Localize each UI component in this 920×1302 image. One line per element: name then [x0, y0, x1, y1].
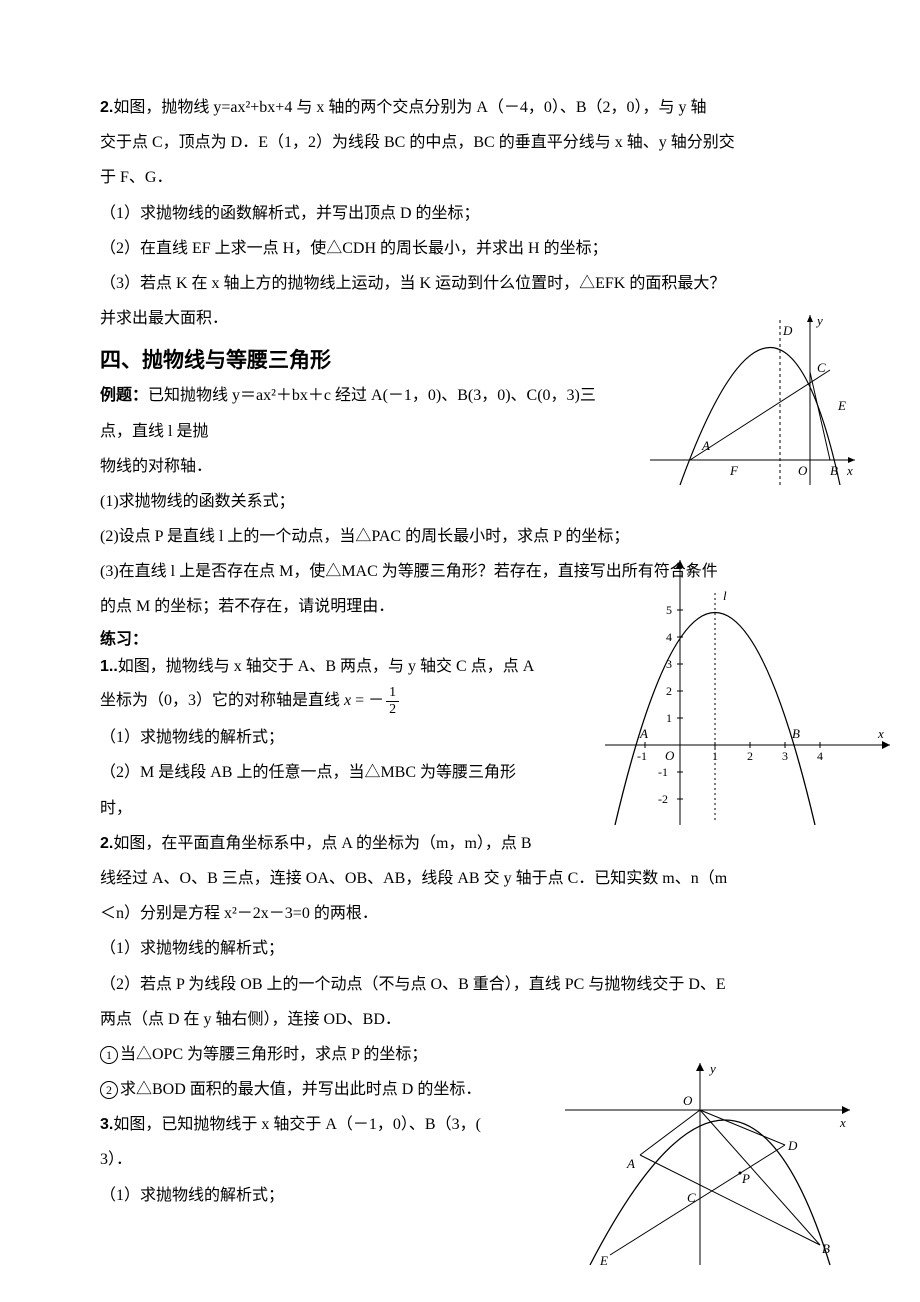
problem-2-line1: 2.如图，抛物线 y=ax²+bx+4 与 x 轴的两个交点分别为 A（－4，0… [100, 90, 820, 125]
svg-text:l: l [723, 588, 727, 603]
svg-text:1: 1 [666, 711, 672, 725]
svg-text:D: D [787, 1138, 798, 1153]
svg-text:y: y [708, 1061, 716, 1076]
circled-2-icon: 2 [100, 1081, 118, 1099]
svg-text:y: y [686, 560, 694, 575]
fraction: 12 [386, 685, 399, 717]
svg-text:B: B [792, 726, 800, 741]
svg-text:-1: -1 [637, 749, 647, 763]
svg-text:3: 3 [666, 657, 672, 671]
svg-text:5: 5 [666, 603, 672, 617]
svg-text:1: 1 [712, 749, 718, 763]
svg-text:F: F [729, 463, 739, 478]
example-q2: (2)设点 P 是直线 l 上的一个动点，当△PAC 的周长最小时，求点 P 的… [100, 519, 820, 554]
problem-2-q2: （2）在直线 EF 上求一点 H，使△CDH 的周长最小，并求出 H 的坐标； [100, 231, 820, 266]
practice-2-line3: ＜n）分别是方程 x²－2x－3=0 的两根． [100, 896, 820, 931]
svg-text:O: O [665, 748, 675, 763]
practice-3-number: 3. [100, 1116, 113, 1133]
svg-text:B: B [822, 1241, 830, 1256]
circled-1-icon: 1 [100, 1046, 118, 1064]
svg-text:A: A [701, 438, 710, 453]
svg-text:O: O [798, 463, 808, 478]
svg-text:A: A [626, 1156, 635, 1171]
svg-text:4: 4 [817, 749, 823, 763]
svg-text:E: E [599, 1253, 608, 1268]
svg-text:P: P [741, 1171, 750, 1186]
svg-text:-2: -2 [658, 792, 668, 806]
example-label: 例题： [100, 387, 148, 404]
problem-2-line2: 交于点 C，顶点为 D．E（1，2）为线段 BC 的中点，BC 的垂直平分线与 … [100, 125, 820, 160]
svg-text:C: C [817, 360, 826, 375]
practice-2-q1: （1）求抛物线的解析式； [100, 931, 820, 966]
svg-text:3: 3 [782, 749, 788, 763]
svg-text:E: E [837, 398, 846, 413]
svg-text:4: 4 [666, 630, 672, 644]
svg-text:D: D [782, 323, 793, 338]
svg-text:x: x [846, 463, 853, 478]
svg-text:B: B [830, 463, 838, 478]
svg-text:O: O [683, 1093, 693, 1108]
svg-text:2: 2 [666, 684, 672, 698]
practice-1-number: 1.. [100, 658, 118, 675]
practice-2-q2a: （2）若点 P 为线段 OB 上的一个动点（不与点 O、B 重合），直线 PC … [100, 967, 820, 1002]
practice-2-line2: 线经过 A、O、B 三点，连接 OA、OB、AB，线段 AB 交 y 轴于点 C… [100, 861, 820, 896]
problem-2-line3: 于 F、G． [100, 160, 820, 195]
problem-2-q3a: （3）若点 K 在 x 轴上方的抛物线上运动，当 K 运动到什么位置时，△EFK… [100, 266, 820, 301]
page: 2.如图，抛物线 y=ax²+bx+4 与 x 轴的两个交点分别为 A（－4，0… [0, 0, 920, 1253]
svg-text:x: x [877, 726, 884, 741]
figure-2: A O B x y l 5 4 3 2 1 -1 -2 -1 1 2 3 4 [600, 550, 900, 830]
problem-2-number: 2. [100, 99, 113, 116]
svg-text:A: A [639, 726, 648, 741]
practice-2-line1: 2.如图，在平面直角坐标系中，点 A 的坐标为（m，m），点 B [100, 826, 820, 861]
svg-text:x: x [839, 1115, 846, 1130]
svg-text:2: 2 [747, 749, 753, 763]
practice-2-q2b: 两点（点 D 在 y 轴右侧），连接 OD、BD． [100, 1002, 820, 1037]
svg-text:-1: -1 [658, 765, 668, 779]
figure-3: O A B C D E P x y [560, 1055, 860, 1275]
svg-text:C: C [687, 1190, 696, 1205]
figure-1: D C E A F O B x y [650, 310, 860, 490]
problem-2-q1: （1）求抛物线的函数解析式，并写出顶点 D 的坐标； [100, 196, 820, 231]
practice-2-number: 2. [100, 835, 113, 852]
svg-text:y: y [815, 313, 823, 328]
